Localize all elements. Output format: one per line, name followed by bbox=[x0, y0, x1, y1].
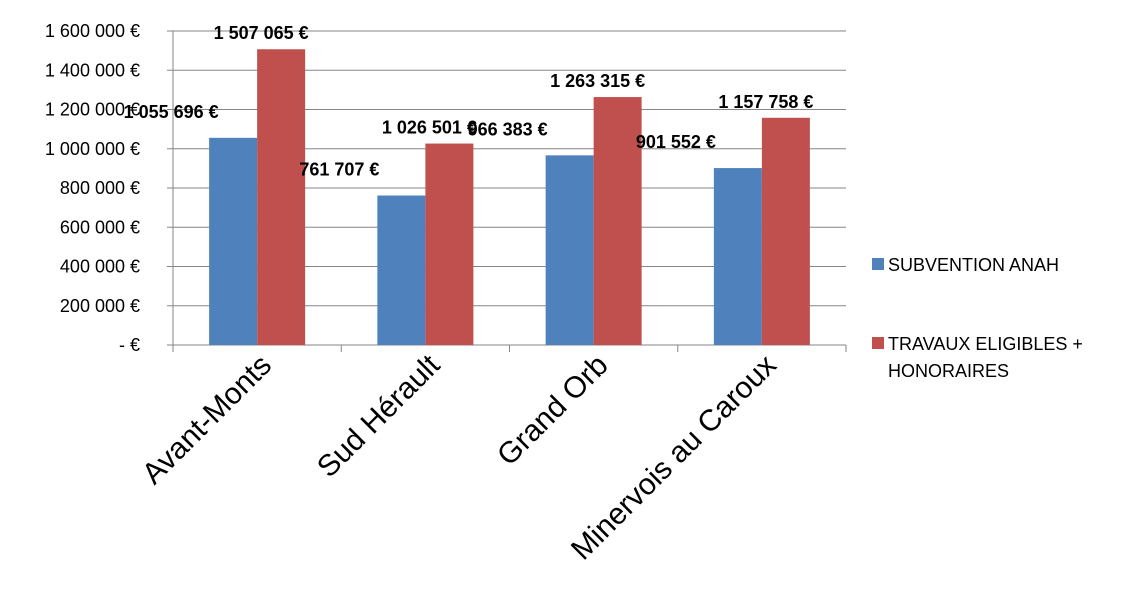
data-label: 1 507 065 € bbox=[214, 23, 309, 43]
bar bbox=[377, 195, 426, 345]
y-tick-label: 1 000 000 € bbox=[45, 139, 140, 159]
bars bbox=[209, 49, 810, 345]
data-label: 1 157 758 € bbox=[718, 92, 813, 112]
data-label: 761 707 € bbox=[299, 160, 379, 180]
legend-swatch bbox=[872, 258, 884, 270]
legend-label: SUBVENTION ANAH bbox=[888, 255, 1059, 275]
bar bbox=[593, 97, 642, 345]
y-tick-label: 600 000 € bbox=[60, 217, 140, 237]
bar bbox=[713, 168, 762, 345]
category-label: Grand Orb bbox=[491, 349, 615, 473]
y-tick-label: 1 200 000 € bbox=[45, 100, 140, 120]
category-label: Sud Hérault bbox=[311, 348, 447, 484]
y-tick-label: 200 000 € bbox=[60, 296, 140, 316]
y-axis-ticks: - € 200 000 € 400 000 € 600 000 € 800 000 € 1… bbox=[45, 21, 140, 355]
y-tick-label: 1 600 000 € bbox=[45, 21, 140, 41]
legend-label: HONORAIRES bbox=[888, 361, 1009, 381]
bar bbox=[209, 137, 258, 345]
data-label: 1 055 696 € bbox=[124, 102, 219, 122]
bar bbox=[761, 117, 810, 345]
data-label: 1 263 315 € bbox=[550, 71, 645, 91]
y-tick-label: - € bbox=[119, 335, 140, 355]
y-tick-label: 1 400 000 € bbox=[45, 60, 140, 80]
data-label: 1 026 501 € bbox=[382, 118, 477, 138]
legend-label: TRAVAUX ELIGIBLES + bbox=[888, 334, 1083, 354]
legend-swatch bbox=[872, 337, 884, 349]
legend: SUBVENTION ANAH TRAVAUX ELIGIBLES + HONORA… bbox=[872, 255, 1083, 381]
y-tick-label: 800 000 € bbox=[60, 178, 140, 198]
bar bbox=[545, 155, 594, 345]
bar bbox=[425, 143, 474, 345]
y-tick-label: 400 000 € bbox=[60, 257, 140, 277]
x-axis-categories: Avant-Monts Sud Hérault Grand OrbMinervois… bbox=[136, 348, 783, 566]
data-labels: 1 055 696 € 1 507 065 € 761 707 € 1 026 501… bbox=[124, 23, 814, 179]
data-label: 966 383 € bbox=[468, 119, 548, 139]
bar bbox=[257, 49, 306, 345]
data-label: 901 552 € bbox=[636, 132, 716, 152]
category-label: Avant-Monts bbox=[136, 349, 278, 491]
